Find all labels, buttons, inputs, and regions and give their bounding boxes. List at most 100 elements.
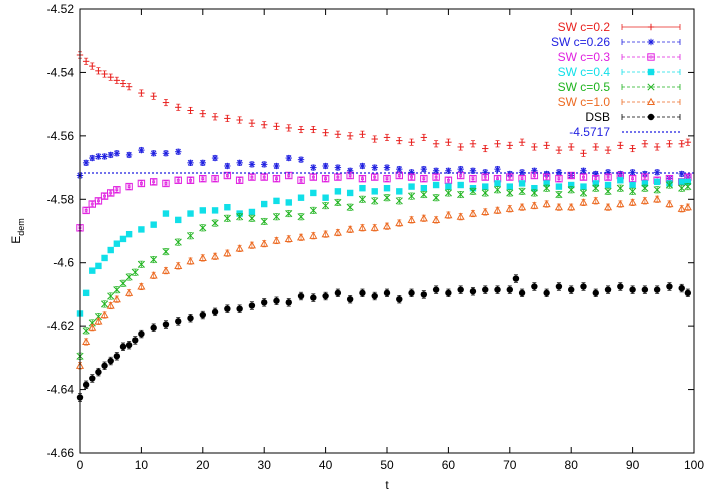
y-tick-label: -4.58 (47, 192, 75, 206)
data-point (604, 146, 612, 154)
legend-marker (647, 83, 655, 91)
data-point (616, 184, 624, 192)
data-point (506, 286, 513, 293)
data-point (211, 113, 219, 121)
y-tick-label: -4.52 (47, 2, 75, 16)
data-point (138, 89, 145, 97)
data-point (272, 236, 281, 244)
data-point (149, 271, 158, 279)
data-point (125, 230, 133, 238)
x-tick-label: 40 (319, 458, 333, 472)
error-bar (237, 177, 242, 184)
data-point (420, 134, 428, 141)
data-point (113, 353, 121, 360)
error-bar (483, 174, 488, 180)
error-bar (532, 172, 537, 179)
data-point (125, 273, 133, 281)
data-point (322, 194, 329, 201)
data-point (666, 283, 673, 290)
data-point (284, 234, 293, 242)
data-point (518, 139, 526, 146)
data-point (285, 171, 293, 180)
data-point (100, 310, 109, 319)
data-point (580, 150, 587, 157)
data-point (370, 223, 379, 231)
data-point (138, 330, 145, 338)
data-point (457, 165, 464, 173)
x-tick-label: 100 (684, 458, 704, 472)
data-point (408, 183, 415, 190)
data-point (580, 283, 587, 290)
data-point (334, 289, 342, 297)
data-point (199, 174, 207, 183)
series-5 (75, 195, 692, 370)
data-point (247, 241, 256, 249)
data-point (309, 173, 318, 181)
data-point (162, 179, 170, 188)
data-point (107, 357, 114, 365)
data-point (285, 124, 292, 132)
data-point (224, 115, 231, 122)
data-point (408, 139, 415, 146)
data-point (95, 67, 102, 75)
data-point (273, 297, 280, 304)
data-point (82, 381, 90, 389)
data-point (530, 201, 539, 209)
data-point (494, 165, 501, 173)
y-tick-label: -4.66 (47, 446, 75, 460)
data-point (684, 178, 692, 186)
data-point (617, 177, 624, 184)
data-point (107, 73, 114, 81)
data-point (469, 140, 477, 147)
data-point (456, 212, 465, 220)
data-point (106, 301, 115, 309)
data-point (285, 299, 292, 306)
data-point (211, 219, 219, 227)
data-point (334, 173, 342, 181)
data-point (346, 203, 354, 211)
data-point (119, 279, 127, 287)
series-4 (76, 181, 692, 360)
data-point (107, 246, 114, 254)
data-point (683, 202, 692, 211)
legend-label: SW c=0.5 (558, 80, 611, 94)
data-point (235, 176, 244, 184)
data-point (224, 162, 231, 170)
data-point (579, 198, 588, 206)
data-point (161, 266, 171, 274)
data-point (568, 286, 575, 293)
data-point (371, 197, 379, 205)
data-point (101, 362, 108, 369)
data-point (506, 183, 513, 190)
data-point (211, 252, 220, 260)
data-point (567, 202, 576, 211)
data-point (346, 225, 355, 233)
data-point (420, 174, 428, 183)
error-bar (262, 174, 267, 180)
data-point (150, 255, 158, 264)
y-axis-label: Edem (9, 218, 26, 244)
data-point (149, 178, 158, 186)
error-bar (90, 201, 95, 207)
data-point (641, 184, 649, 192)
data-point (531, 184, 538, 192)
data-point (101, 300, 109, 308)
data-point (137, 260, 145, 268)
legend-entry: SW c=1.0 (558, 95, 681, 109)
data-point (137, 282, 146, 290)
data-point (432, 173, 440, 181)
data-point (555, 190, 563, 199)
data-point (653, 178, 661, 186)
data-point (543, 142, 550, 149)
data-point (543, 184, 551, 192)
error-bar (151, 178, 156, 185)
legend-entry: SW c=0.26 (551, 35, 681, 49)
data-point (396, 295, 403, 303)
legend-label: SW c=0.3 (558, 50, 611, 64)
data-point (505, 204, 514, 212)
data-point (408, 192, 416, 200)
data-point (175, 318, 182, 325)
x-tick-label: 90 (626, 458, 640, 472)
data-point (629, 286, 636, 293)
